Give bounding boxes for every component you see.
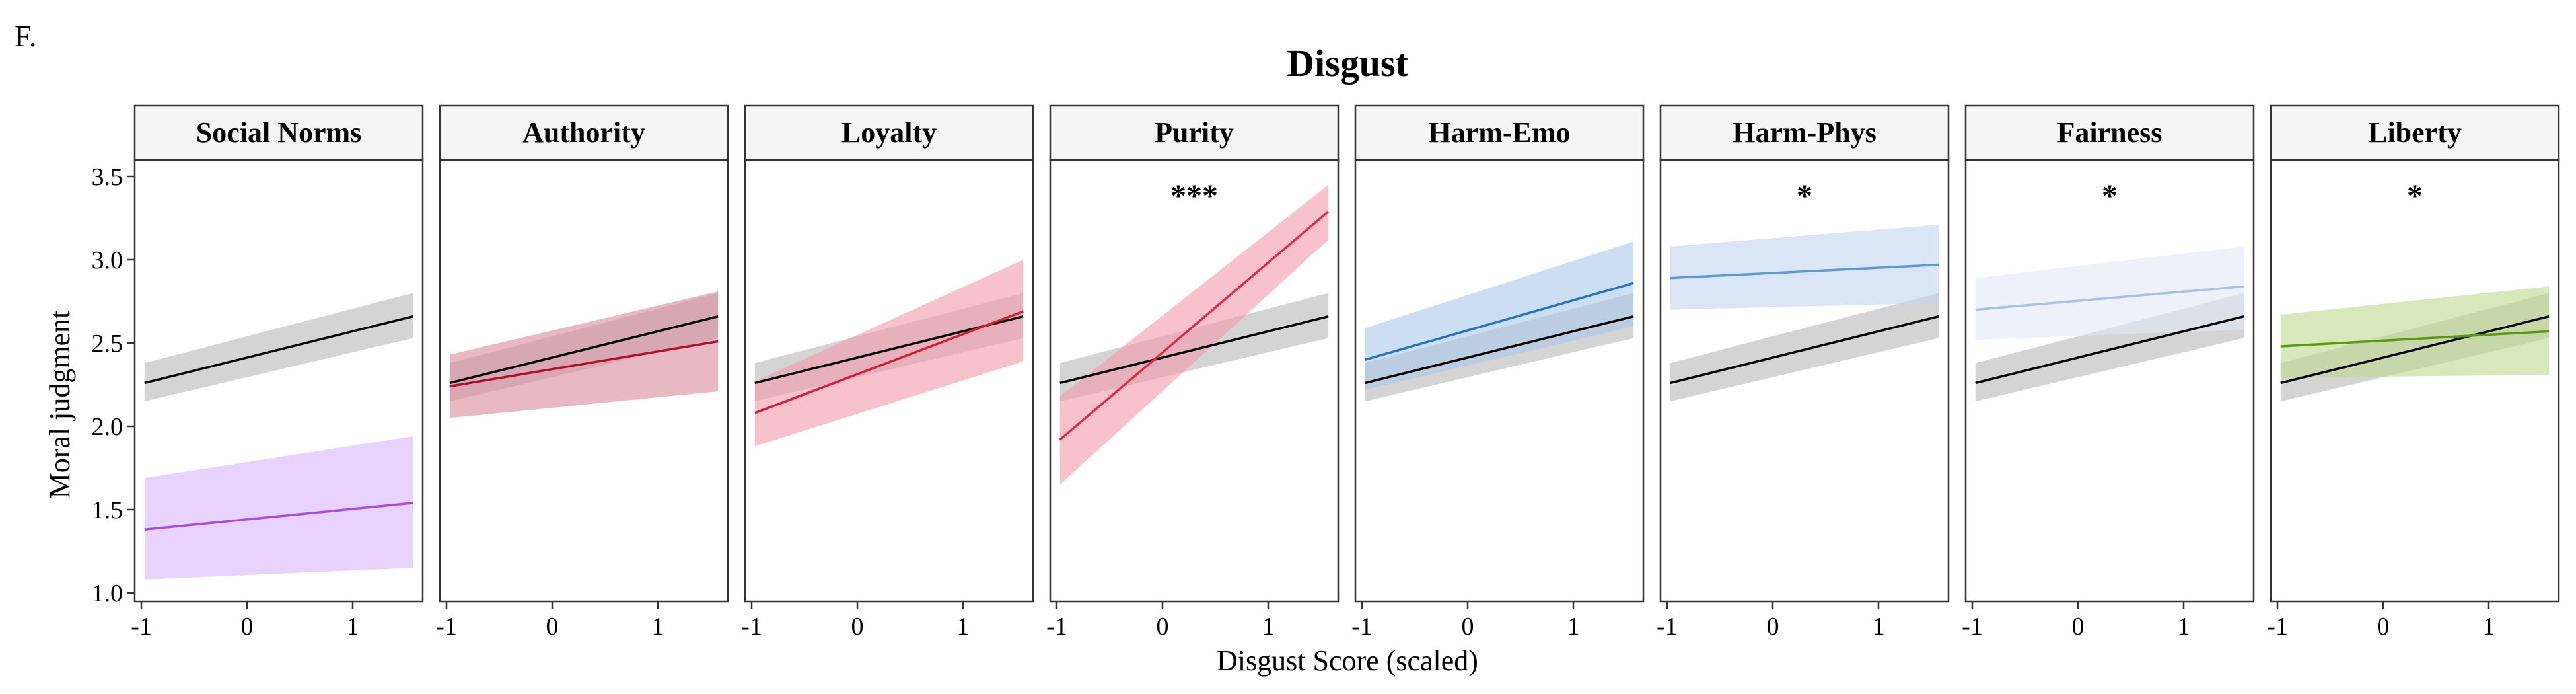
significance-marker: * bbox=[2102, 178, 2118, 213]
series-ci-band bbox=[449, 291, 719, 418]
reference-line bbox=[1365, 315, 1634, 385]
x-tick-label: -1 bbox=[1351, 613, 1373, 640]
significance-marker: * bbox=[2407, 178, 2423, 213]
facet-label: Liberty bbox=[2368, 116, 2462, 149]
y-tick-label: 2.0 bbox=[92, 413, 124, 441]
series-ci-band bbox=[1975, 246, 2244, 340]
reference-line bbox=[144, 315, 413, 385]
facet-label: Social Norms bbox=[196, 116, 362, 149]
reference-ci-band bbox=[144, 293, 413, 402]
facet-panel: Fairness * -1 0 1 bbox=[1962, 104, 2255, 640]
x-tick-label: -1 bbox=[436, 613, 457, 640]
x-tick-label: 0 bbox=[2377, 613, 2390, 640]
facet-strip bbox=[1964, 104, 2255, 161]
x-tick-label: 1 bbox=[2178, 613, 2190, 640]
facet-panel: Harm-Emo -1 0 1 bbox=[1351, 104, 1645, 640]
y-tick-label: 1.5 bbox=[92, 496, 124, 524]
y-tick-label: 3.0 bbox=[92, 247, 124, 274]
y-tick-label: 1.0 bbox=[92, 580, 124, 607]
facet-label: Harm-Phys bbox=[1733, 116, 1877, 149]
x-tick-label: 1 bbox=[1873, 613, 1885, 640]
panel-border bbox=[2270, 159, 2560, 603]
series-ci-band bbox=[1670, 225, 1939, 310]
x-tick-label: 1 bbox=[1262, 613, 1275, 640]
y-axis: 1.0 1.5 2.0 2.5 3.0 3.5 bbox=[92, 163, 135, 607]
series-ci-band bbox=[1365, 241, 1634, 390]
x-tick-label: -1 bbox=[1962, 613, 1983, 640]
panel-border bbox=[1659, 159, 1950, 603]
x-tick-label: 1 bbox=[347, 613, 359, 640]
facet-strip bbox=[2270, 104, 2560, 161]
series-line bbox=[449, 340, 719, 388]
x-tick-label: 0 bbox=[851, 613, 864, 640]
panel-border bbox=[1049, 159, 1340, 603]
series-ci-band bbox=[754, 260, 1024, 447]
x-axis-label: Disgust Score (scaled) bbox=[1217, 644, 1478, 677]
panel-border bbox=[744, 159, 1034, 603]
facet-panel: Authority -1 0 1 bbox=[436, 104, 729, 640]
x-tick-label: 0 bbox=[1462, 613, 1474, 640]
x-tick-label: 0 bbox=[546, 613, 559, 640]
significance-marker: *** bbox=[1170, 178, 1218, 213]
chart-title: Disgust bbox=[1287, 42, 1408, 85]
panel-border bbox=[439, 159, 729, 603]
x-tick-label: -1 bbox=[2267, 613, 2288, 640]
y-tick-label: 2.5 bbox=[92, 330, 124, 358]
facet-panel: Liberty * -1 0 1 bbox=[2267, 104, 2560, 640]
facet-panel: Loyalty -1 0 1 bbox=[741, 104, 1034, 640]
significance-marker: * bbox=[1797, 178, 1812, 213]
series-line bbox=[1670, 263, 1939, 280]
facet-strip bbox=[744, 104, 1034, 161]
facet-strip bbox=[1659, 104, 1950, 161]
reference-ci-band bbox=[1670, 293, 1939, 402]
series-line bbox=[754, 310, 1024, 414]
facet-label: Harm-Emo bbox=[1428, 116, 1570, 149]
x-tick-label: -1 bbox=[1657, 613, 1678, 640]
series-line bbox=[144, 502, 413, 531]
reference-line bbox=[449, 315, 719, 385]
series-ci-band bbox=[144, 436, 413, 580]
reference-line bbox=[1975, 315, 2244, 385]
panel-border bbox=[1354, 159, 1645, 603]
x-tick-label: 0 bbox=[1157, 613, 1169, 640]
panel-letter: F. bbox=[15, 19, 36, 53]
x-tick-label: 1 bbox=[957, 613, 970, 640]
panel-border bbox=[133, 159, 424, 603]
x-tick-label: 0 bbox=[241, 613, 254, 640]
y-axis-label: Moral judgment bbox=[44, 311, 76, 499]
x-tick-label: -1 bbox=[131, 613, 152, 640]
x-tick-label: 0 bbox=[1767, 613, 1779, 640]
series-line bbox=[1365, 282, 1634, 361]
series-ci-band bbox=[1059, 184, 1329, 485]
panel-border bbox=[1964, 159, 2255, 603]
x-tick-label: 0 bbox=[2072, 613, 2085, 640]
facet-panel: Harm-Phys * -1 0 1 bbox=[1657, 104, 1950, 640]
x-tick-label: -1 bbox=[1046, 613, 1067, 640]
series-ci-band bbox=[2280, 286, 2550, 378]
facet-panel: Social Norms -1 0 1 bbox=[131, 104, 424, 640]
x-tick-label: 1 bbox=[1567, 613, 1580, 640]
reference-line bbox=[2280, 315, 2550, 385]
facet-label: Fairness bbox=[2057, 116, 2163, 149]
facet-panels: Social Norms -1 0 1 Authority -1 0 1 Loyalty -1 0 1… bbox=[131, 104, 2560, 640]
y-tick-label: 3.5 bbox=[92, 163, 124, 191]
x-tick-label: 1 bbox=[2483, 613, 2495, 640]
reference-line bbox=[1059, 315, 1329, 385]
x-tick-label: -1 bbox=[741, 613, 762, 640]
series-line bbox=[2280, 330, 2550, 348]
reference-line bbox=[1670, 315, 1939, 385]
series-line bbox=[1059, 210, 1330, 441]
facet-strip bbox=[1354, 104, 1645, 161]
facet-label: Loyalty bbox=[841, 116, 937, 149]
series-line bbox=[1975, 285, 2244, 311]
x-tick-label: 1 bbox=[652, 613, 664, 640]
facet-label: Authority bbox=[522, 116, 645, 149]
facet-panel: Purity *** -1 0 1 bbox=[1046, 104, 1340, 640]
facet-label: Purity bbox=[1155, 116, 1234, 149]
